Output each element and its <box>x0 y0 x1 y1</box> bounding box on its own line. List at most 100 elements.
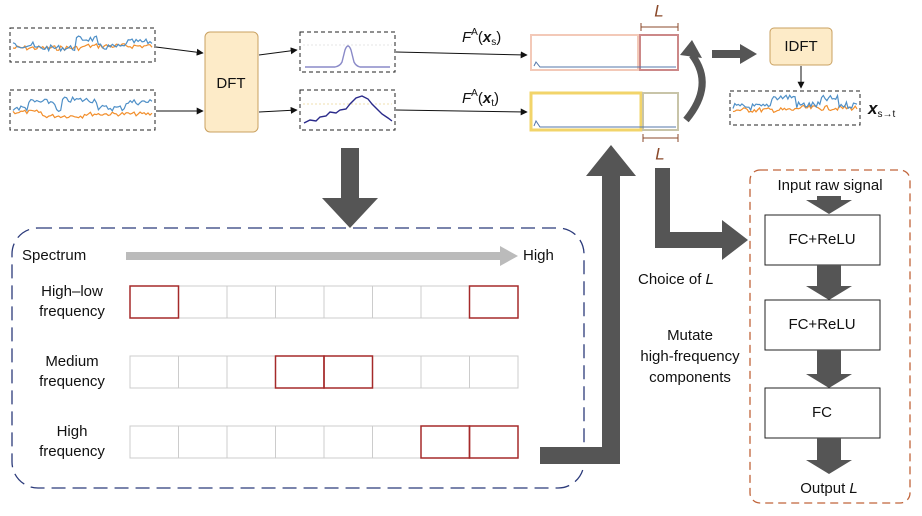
dft-label: DFT <box>216 75 245 92</box>
block-arrow <box>806 265 852 300</box>
spectrum-cell <box>469 355 519 389</box>
frequency-rows: High–low frequency Medium frequency High freq… <box>39 283 519 460</box>
row-label-line: Medium <box>45 353 98 370</box>
trace-line <box>12 109 153 119</box>
spectrum-cell <box>226 425 276 459</box>
selected-cell <box>420 425 471 459</box>
swap-arrow <box>683 52 706 123</box>
block-arrow <box>806 350 852 388</box>
spectrum-cell <box>372 355 422 389</box>
spectrum-cell <box>226 285 276 319</box>
network-input: Input raw signal <box>777 177 882 194</box>
trace-line <box>732 93 858 112</box>
spectrum-cell <box>323 285 373 319</box>
mutate-line: Mutate <box>667 327 713 344</box>
spectrum-trace <box>303 95 393 124</box>
spectrum-cell <box>275 285 325 319</box>
block-arrow <box>806 438 852 474</box>
arrow <box>395 108 528 116</box>
signal-box <box>9 27 156 63</box>
amplitude-box <box>530 34 639 71</box>
spectrum-cell <box>420 285 470 319</box>
formula: FA(xs) <box>462 27 501 48</box>
amplitude-trace <box>533 61 676 68</box>
layer-box <box>764 299 881 351</box>
spectrum-end-label: High <box>523 247 554 264</box>
signal-box <box>729 90 861 126</box>
spectrum-cell <box>275 425 325 459</box>
l-label: L <box>654 1 663 20</box>
row-label: High–low frequency <box>39 283 105 320</box>
network-output: Output L <box>800 480 858 497</box>
spectrum-cell <box>178 425 228 459</box>
layer-label: FC <box>812 404 832 421</box>
formula: FA(xt) <box>462 88 499 109</box>
spectrum-arrow <box>126 246 518 266</box>
selected-cell <box>468 285 519 319</box>
row-label: Medium frequency <box>39 353 105 390</box>
layer-label: FC+ReLU <box>788 231 855 248</box>
row-label-line: High <box>57 423 88 440</box>
spectrum-cell <box>372 285 422 319</box>
mutate-label: Mutate high-frequency components <box>640 327 740 386</box>
amplitude-window <box>642 92 679 131</box>
row-label-line: High–low <box>41 283 103 300</box>
spectrum-cell <box>226 355 276 389</box>
spectrum-cell <box>372 425 422 459</box>
row-label: High frequency <box>39 423 105 460</box>
trace-line <box>12 43 153 52</box>
block-arrow <box>540 145 636 464</box>
swap-arrow-head <box>680 40 702 58</box>
spectrum-cell <box>129 355 179 389</box>
idft-box <box>769 27 833 66</box>
spectrum-box <box>299 31 396 73</box>
trace-line <box>732 104 858 114</box>
spectrum-trace <box>305 45 390 68</box>
choice-label: Choice of L <box>638 271 714 288</box>
dft-box <box>204 31 259 133</box>
block-arrow <box>806 196 852 214</box>
signal-trace <box>732 93 858 114</box>
selected-cell <box>129 285 180 319</box>
amplitude-trace <box>533 119 676 128</box>
amplitude-box <box>529 91 643 132</box>
row-label-line: frequency <box>39 303 105 320</box>
spectrum-cell <box>129 425 179 459</box>
spectrum-cell <box>178 355 228 389</box>
arrow <box>155 46 204 56</box>
network-layers: FC+ReLU FC+ReLU FC <box>764 196 881 474</box>
signal-trace <box>12 95 153 119</box>
trace-line <box>12 95 153 113</box>
spectrum-cell <box>420 355 470 389</box>
window-bracket <box>642 134 679 142</box>
block-arrow <box>655 168 748 260</box>
window-bracket <box>640 23 679 31</box>
output-signal-label: xs→t <box>867 99 895 119</box>
amplitude-window <box>639 34 679 71</box>
spectrum-box <box>299 89 396 131</box>
mutate-line: components <box>649 369 731 386</box>
spectrum-cell <box>323 425 373 459</box>
arrow <box>258 106 298 114</box>
idft-label: IDFT <box>784 38 817 55</box>
arrow <box>258 47 298 56</box>
block-arrow <box>322 148 378 228</box>
signal-box <box>9 89 156 131</box>
spectrum-label: Spectrum <box>22 247 86 264</box>
panel-border <box>11 227 585 489</box>
selected-cell <box>323 355 374 389</box>
row-label-line: frequency <box>39 443 105 460</box>
layer-label: FC+ReLU <box>788 316 855 333</box>
network-border <box>749 169 911 504</box>
selected-cell <box>468 425 519 459</box>
mutate-line: high-frequency <box>640 348 740 365</box>
signal-trace <box>12 35 153 53</box>
l-label: L <box>655 144 664 163</box>
selected-cell <box>274 355 325 389</box>
block-arrow <box>712 44 757 64</box>
arrow <box>395 51 528 59</box>
trace-line <box>12 35 153 53</box>
row-label-line: frequency <box>39 373 105 390</box>
spectrum-cell <box>178 285 228 319</box>
